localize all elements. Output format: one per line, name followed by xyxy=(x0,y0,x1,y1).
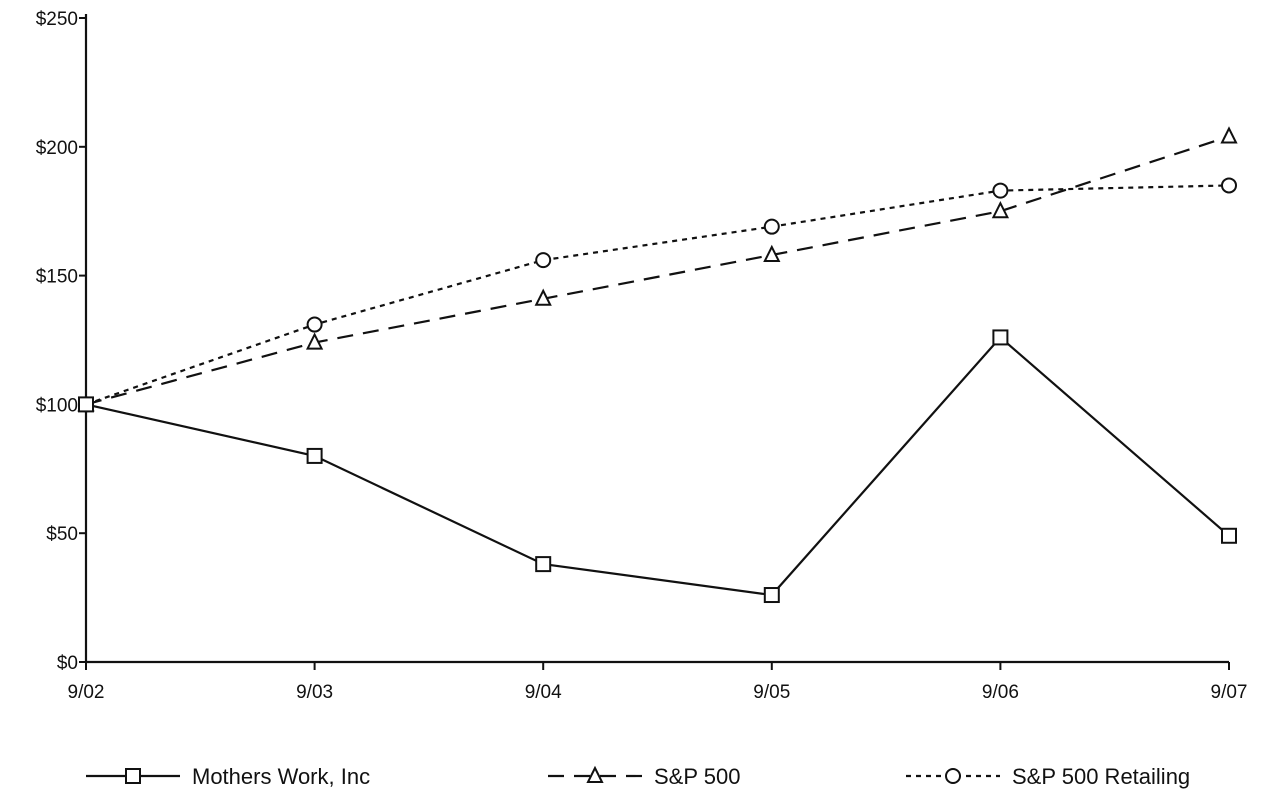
x-tick-label: 9/07 xyxy=(1211,682,1248,703)
data-point-s-p-500-retailing xyxy=(992,182,1009,199)
series-line-s-p-500-retailing xyxy=(85,184,1230,406)
legend-item-s-p-500: S&P 500 xyxy=(548,764,740,789)
data-point-mothers-work-inc xyxy=(763,587,780,604)
data-point-s-p-500 xyxy=(305,332,324,350)
x-tick-label: 9/02 xyxy=(68,682,105,703)
legend-label: S&P 500 xyxy=(654,764,740,789)
y-tick-label: $50 xyxy=(46,524,78,545)
data-point-mothers-work-inc xyxy=(1221,527,1237,544)
data-point-mothers-work-inc xyxy=(78,396,94,413)
series-line-mothers-work-inc xyxy=(85,335,1230,597)
y-tick-label: $150 xyxy=(36,267,78,288)
y-tick-label: $100 xyxy=(36,395,78,416)
x-tick-label: 9/03 xyxy=(296,682,333,703)
data-point-s-p-500 xyxy=(991,200,1010,219)
x-tick-label: 9/06 xyxy=(982,682,1019,703)
legend: Mothers Work, Inc S&P 500 S&P 500 Retailin… xyxy=(86,764,1190,789)
data-point-s-p-500 xyxy=(1220,126,1238,144)
y-tick-label: $200 xyxy=(36,138,78,159)
legend-marker-square-icon xyxy=(125,768,141,784)
data-point-mothers-work-inc xyxy=(992,329,1009,346)
legend-item-s-p-500-retailing: S&P 500 Retailing xyxy=(906,764,1190,789)
y-tick-label: $0 xyxy=(57,653,78,674)
data-point-s-p-500-retailing xyxy=(306,316,323,333)
series-markers xyxy=(77,126,1238,604)
data-point-mothers-work-inc xyxy=(306,447,323,464)
x-tick-label: 9/04 xyxy=(525,682,562,703)
legend-item-mothers-work-inc: Mothers Work, Inc xyxy=(86,764,370,789)
legend-label: Mothers Work, Inc xyxy=(192,764,370,789)
legend-label: S&P 500 Retailing xyxy=(1012,764,1190,789)
data-point-s-p-500-retailing xyxy=(535,252,552,269)
legend-marker-circle-icon xyxy=(945,768,961,784)
data-point-s-p-500 xyxy=(534,288,552,306)
series-line-s-p-500 xyxy=(85,135,1230,406)
x-tick-label: 9/05 xyxy=(753,682,790,703)
data-point-mothers-work-inc xyxy=(535,556,552,573)
series-lines xyxy=(85,135,1230,597)
data-point-s-p-500 xyxy=(763,244,781,262)
data-point-s-p-500-retailing xyxy=(763,218,780,235)
legend-marker-triangle-icon xyxy=(586,765,604,783)
axes: $0 $50 $100 $150 $200 $250 9/02 9/03 9/04 9/05 9/0… xyxy=(36,9,1248,703)
y-tick-label: $250 xyxy=(36,9,78,30)
data-point-s-p-500-retailing xyxy=(1221,177,1237,194)
